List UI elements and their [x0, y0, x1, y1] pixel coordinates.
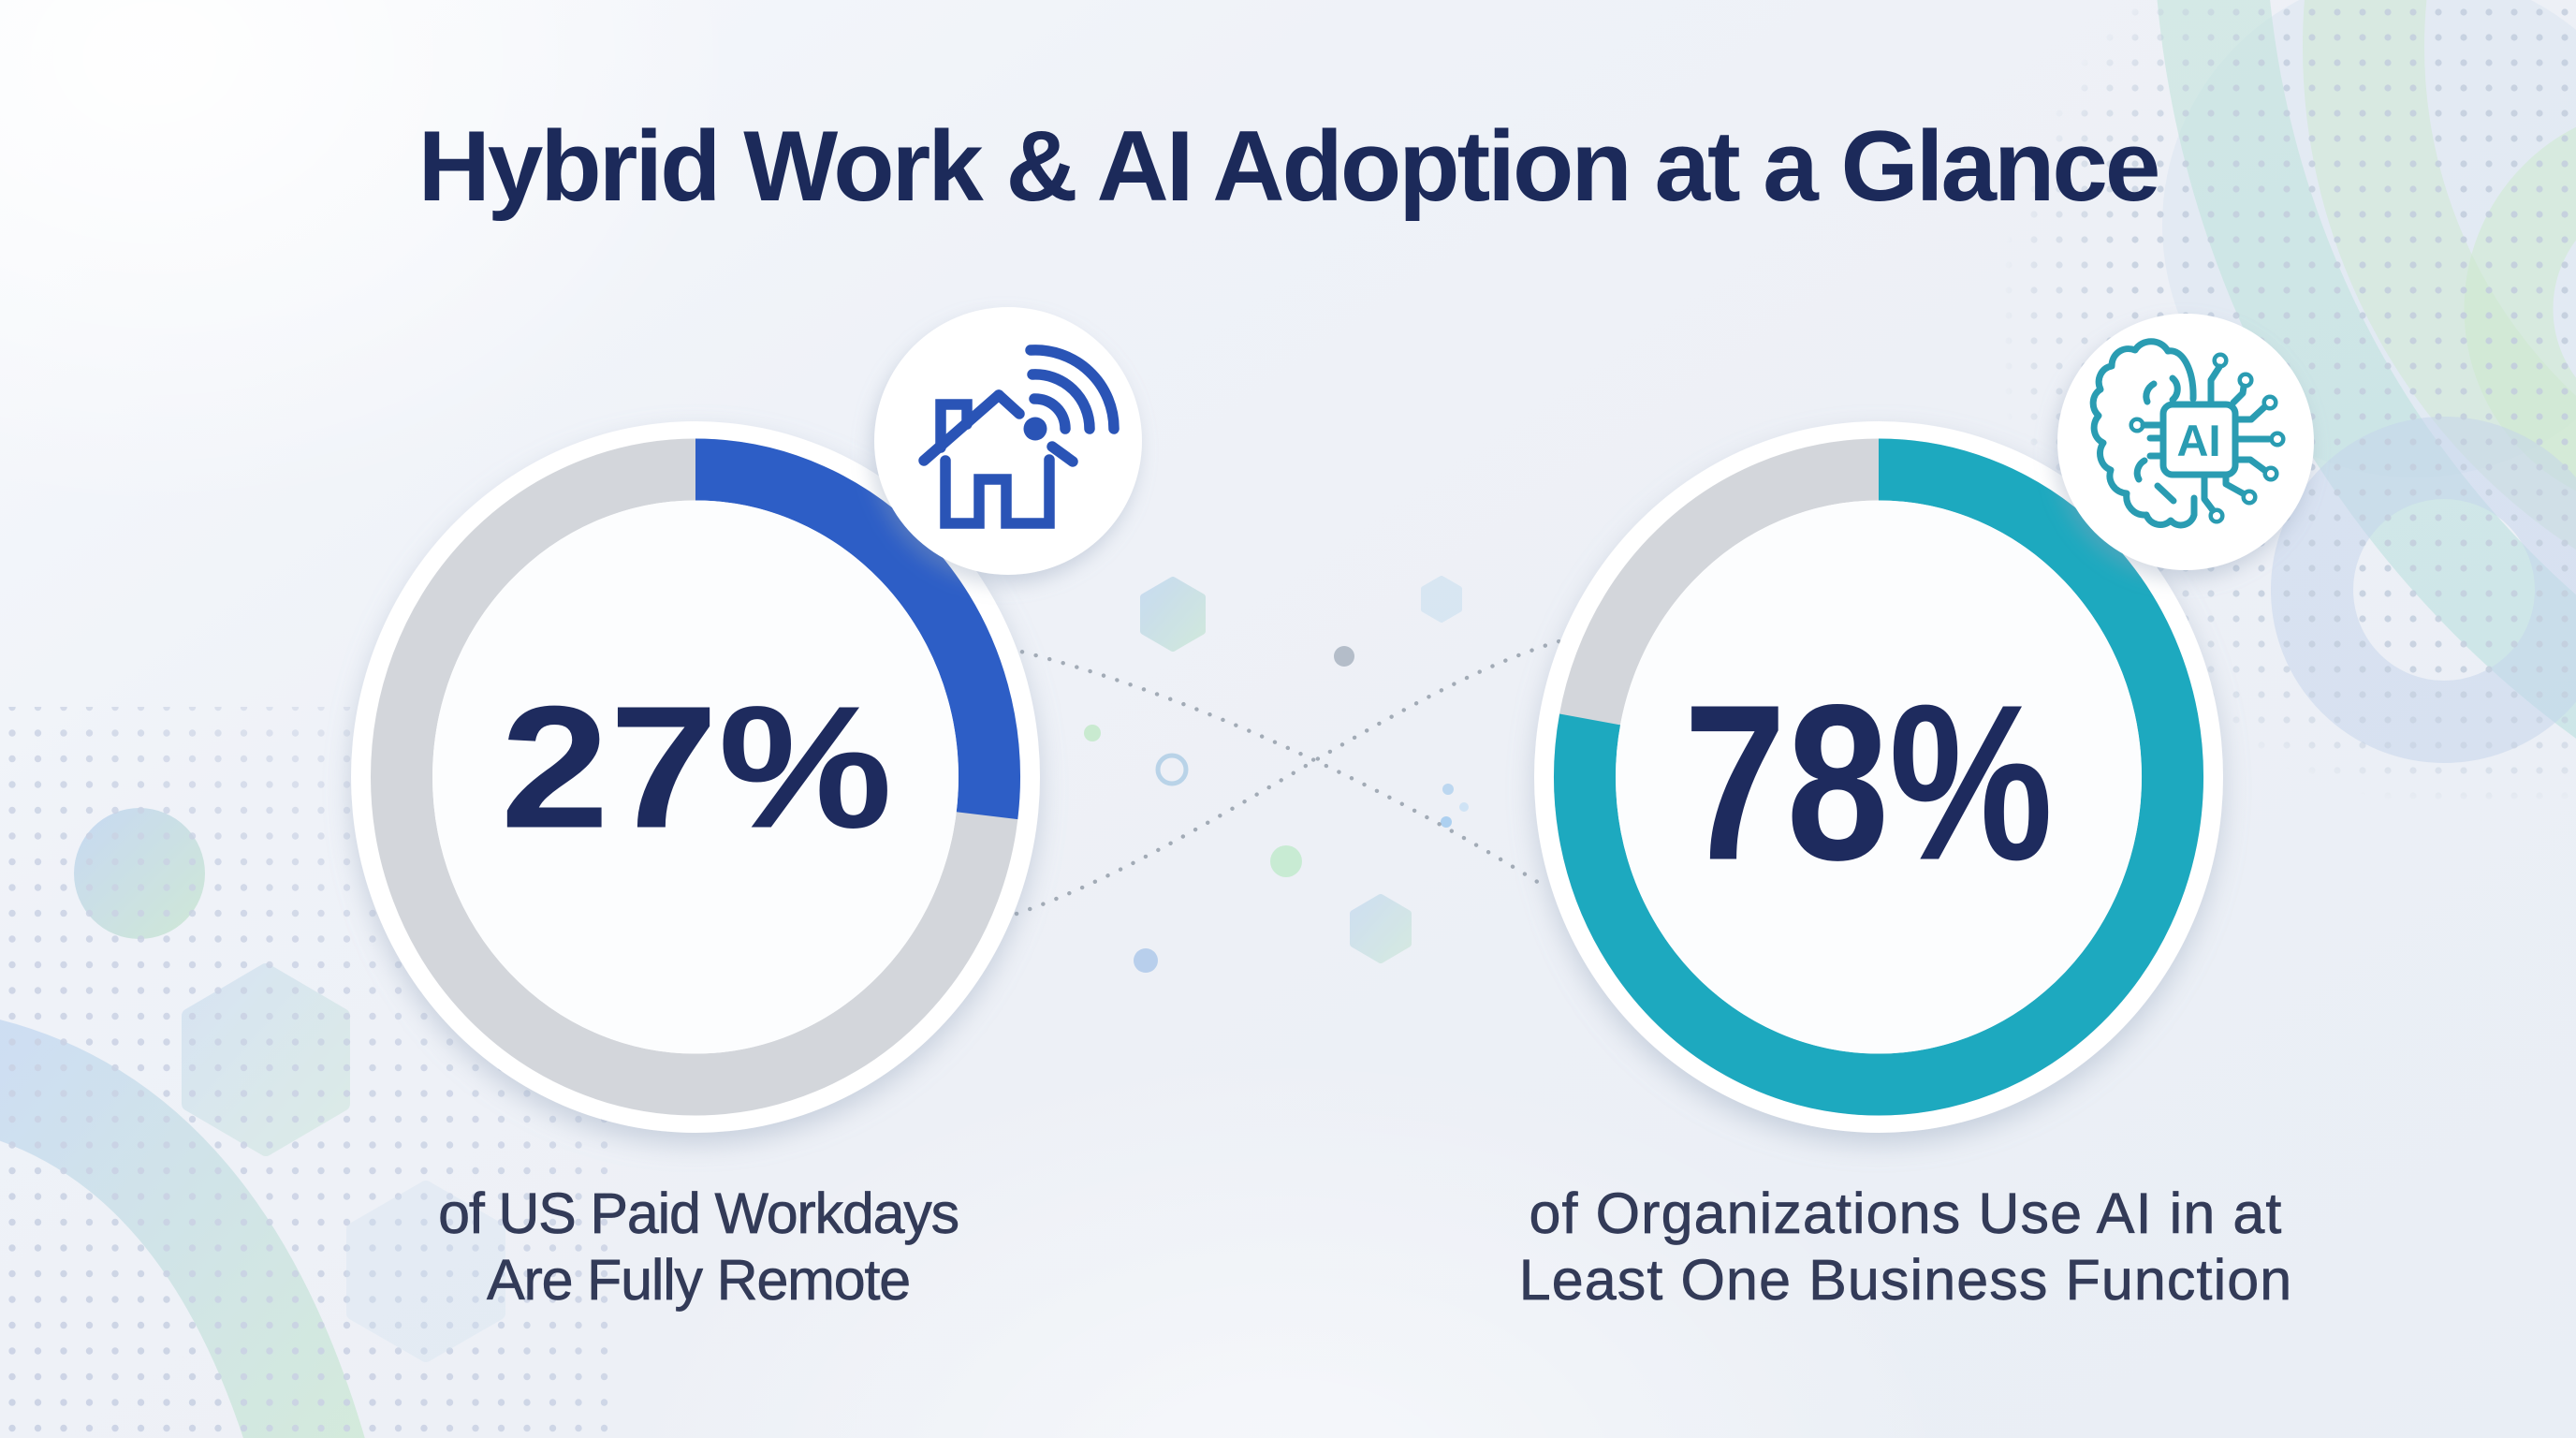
svg-text:AI: AI	[2177, 416, 2221, 465]
